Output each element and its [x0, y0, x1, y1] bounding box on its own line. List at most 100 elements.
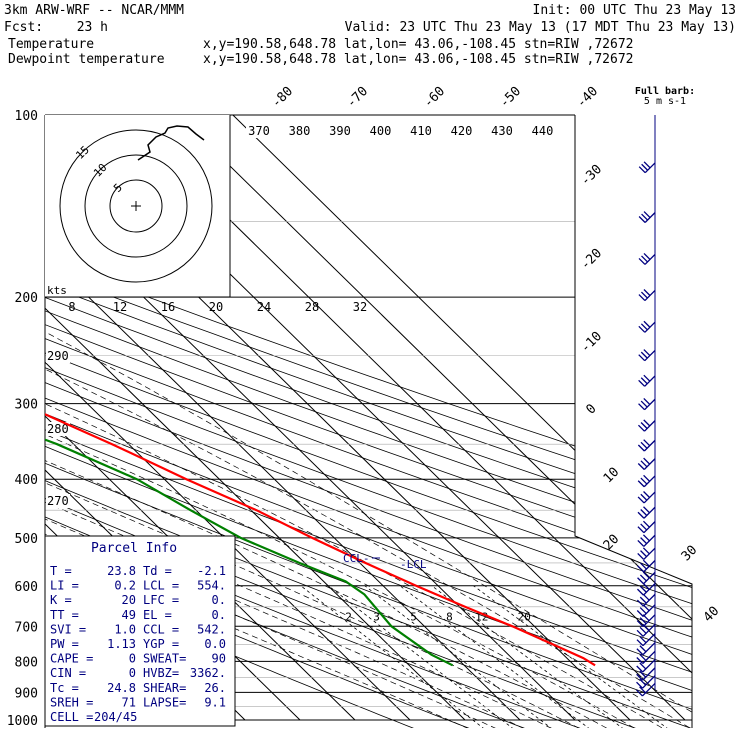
hodograph-speed-label: 32 — [353, 300, 367, 314]
moist-adiabat — [45, 296, 616, 728]
dry-adiabat — [45, 115, 692, 728]
theta-label-bg — [448, 124, 475, 138]
theta-label: 420 — [451, 124, 473, 138]
moist-adiabat — [45, 296, 692, 728]
pressure-label: 300 — [15, 398, 38, 413]
wind-barb-flag — [643, 374, 651, 382]
theta-label: 400 — [370, 124, 392, 138]
isotherm-line — [45, 115, 521, 721]
wind-barb-flag — [640, 441, 648, 449]
wind-barb-flag — [640, 509, 648, 516]
wind-barb-flag — [642, 571, 650, 579]
wind-barb-flag — [643, 398, 651, 405]
mixing-ratio-label: 3 — [373, 610, 380, 623]
wind-barb-flag — [637, 552, 645, 560]
wind-barb-flag — [642, 534, 650, 542]
wind-barb-flag — [641, 213, 649, 221]
wind-barb-flag — [636, 681, 643, 689]
wind-barb-flag — [642, 593, 650, 601]
parcel-param-label: LAPSE= — [143, 695, 186, 709]
wind-barb-flag — [637, 496, 645, 504]
dry-adiabat — [45, 115, 692, 728]
wind-barb-flag — [641, 163, 649, 171]
parcel-param-label: CAPE = — [50, 652, 93, 666]
temperature-profile — [45, 115, 596, 667]
hodograph-speed-label: 12 — [113, 300, 127, 314]
parcel-param-value: 204/45 — [94, 710, 137, 724]
hodograph-ring — [109, 179, 163, 233]
wind-barb-flag — [640, 550, 648, 558]
forecast-label: Fcst: — [4, 20, 43, 35]
parcel-param-label: CCL = — [143, 622, 179, 636]
wind-barb-flag — [640, 422, 648, 429]
isotherm-line — [45, 115, 411, 721]
lcl-label: -LCL — [400, 558, 427, 571]
wind-barb-flag — [640, 291, 648, 299]
theta-label-bg — [46, 494, 70, 508]
parcel-param-label: PW = — [50, 637, 79, 651]
wind-barb-flag — [638, 403, 646, 411]
wind-barb — [642, 633, 656, 647]
wind-barb-flag — [635, 689, 643, 697]
temperature-legend: Temperature — [8, 37, 94, 52]
dry-adiabat — [45, 115, 692, 728]
wind-barb-flag — [638, 294, 646, 302]
wind-barb-flag — [639, 654, 647, 661]
moist-adiabat — [45, 296, 561, 728]
parcel-param-value: 0. — [212, 608, 226, 622]
theta-label: 410 — [410, 124, 432, 138]
wind-barb-flag — [643, 252, 651, 260]
wind-barb — [642, 667, 656, 681]
wind-barb-flag — [636, 610, 644, 617]
parcel-param-label: SVI = — [50, 622, 86, 636]
wind-barb-flag — [643, 349, 651, 357]
wind-barb-flag — [643, 474, 651, 482]
barb-legend-value: 5 m s-1 — [644, 96, 686, 107]
parcel-param-label: T = — [50, 564, 72, 578]
wind-barb-flag — [639, 574, 647, 582]
moist-adiabat — [45, 296, 692, 728]
wind-barb-flag — [643, 320, 651, 328]
wind-barb-flag — [639, 607, 647, 615]
dry-adiabat — [45, 115, 692, 728]
parcel-param-label: CIN = — [50, 666, 86, 680]
isotherm-line — [232, 115, 692, 721]
wind-barb-flag — [636, 599, 644, 607]
wind-barb — [641, 682, 656, 697]
theta-label: 380 — [289, 124, 311, 138]
parcel-param-label: LCL = — [143, 579, 179, 593]
theta-label: 440 — [532, 124, 554, 138]
dry-adiabat — [45, 115, 692, 728]
wind-barb-flag — [636, 657, 644, 664]
dry-adiabat — [45, 115, 692, 728]
moist-adiabat — [45, 296, 644, 728]
wind-barb-flag — [637, 444, 645, 452]
dry-adiabat — [45, 115, 692, 728]
wind-barb-flag — [639, 670, 647, 678]
wind-barb-flag — [643, 161, 651, 169]
temperature-location: x,y=190.58,648.78 lat,lon= 43.06,-108.45… — [203, 37, 633, 52]
parcel-param-value: 71 — [122, 695, 136, 709]
dewpoint-profile — [45, 115, 454, 667]
parcel-param-value: 23.8 — [107, 564, 136, 578]
wind-barb-flag — [639, 686, 647, 694]
wind-barb-flag — [643, 491, 651, 498]
parcel-param-value: 0.2 — [114, 579, 136, 593]
wind-barb-flag — [640, 323, 648, 331]
mixing-ratio-line — [473, 585, 674, 728]
theta-label-bg — [408, 124, 434, 138]
wind-barb-flag — [640, 493, 648, 501]
wind-barb-flag — [642, 614, 650, 622]
parcel-param-value: 90 — [212, 652, 226, 666]
wind-barb-flag — [639, 678, 647, 686]
wind-barb-flag — [636, 629, 644, 637]
parcel-param-value: 0 — [129, 652, 136, 666]
wind-barb — [642, 659, 656, 673]
parcel-param-label: SHEAR= — [143, 681, 186, 695]
parcel-info-title: Parcel Info — [91, 541, 177, 556]
wind-barb-flag — [639, 585, 647, 593]
wind-barb-flag — [639, 596, 647, 604]
pressure-label: 400 — [15, 473, 38, 488]
parcel-param-value: 24.8 — [107, 681, 136, 695]
